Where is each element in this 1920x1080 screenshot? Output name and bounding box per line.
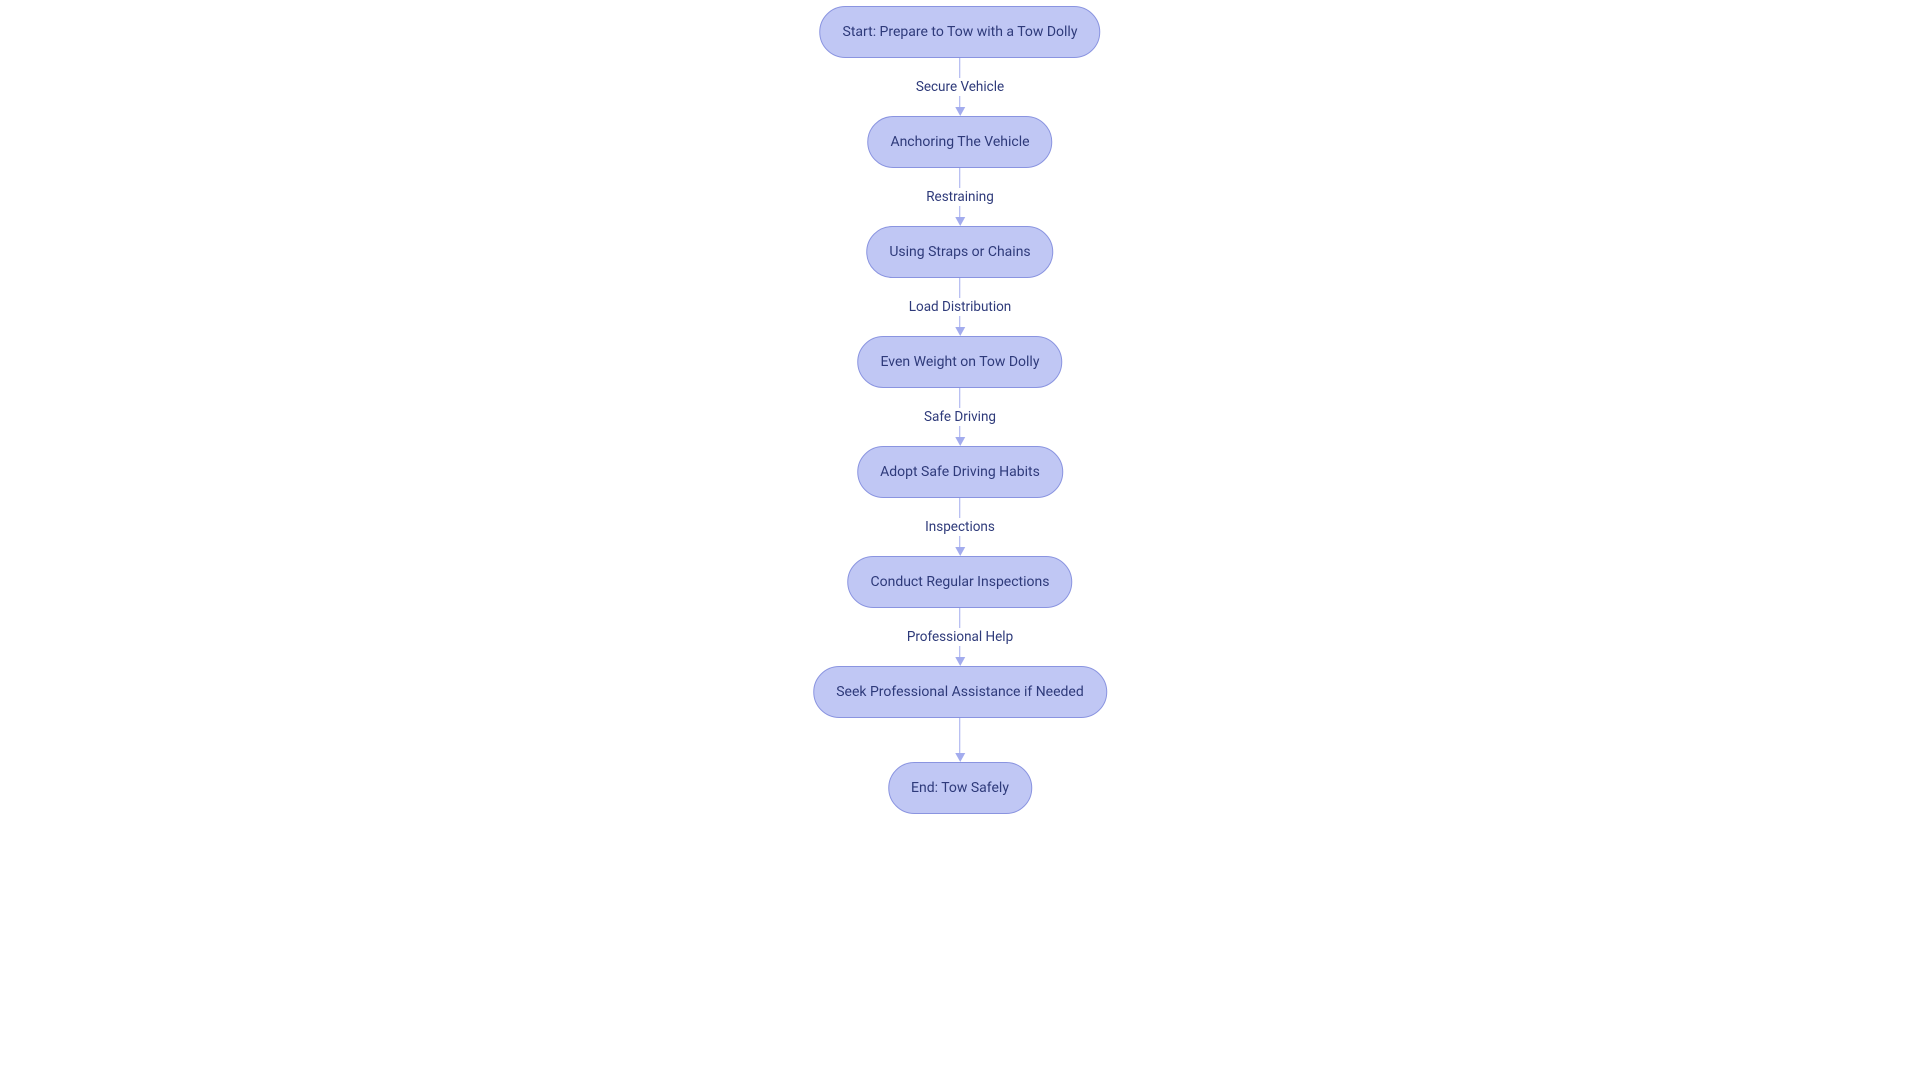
edge-label: Professional Help bbox=[903, 628, 1017, 646]
flowchart-node: Using Straps or Chains bbox=[866, 226, 1053, 278]
flowchart-node: Conduct Regular Inspections bbox=[847, 556, 1072, 608]
arrowhead-icon bbox=[955, 327, 965, 336]
flowchart-edge: Safe Driving bbox=[920, 388, 1000, 446]
flowchart-edge: Restraining bbox=[922, 168, 998, 226]
node-label: Conduct Regular Inspections bbox=[870, 574, 1049, 590]
flowchart-edge: Load Distribution bbox=[905, 278, 1016, 336]
node-label: Anchoring The Vehicle bbox=[890, 134, 1029, 150]
node-label: Start: Prepare to Tow with a Tow Dolly bbox=[843, 24, 1078, 40]
flowchart-container: Start: Prepare to Tow with a Tow Dolly Se… bbox=[813, 6, 1107, 814]
edge-label: Restraining bbox=[922, 188, 998, 206]
arrowhead-icon bbox=[955, 753, 965, 762]
arrowhead-icon bbox=[955, 437, 965, 446]
flowchart-edge bbox=[955, 718, 965, 762]
node-label: Even Weight on Tow Dolly bbox=[881, 354, 1040, 370]
flowchart-edge: Secure Vehicle bbox=[912, 58, 1008, 116]
arrowhead-icon bbox=[955, 547, 965, 556]
arrowhead-icon bbox=[955, 217, 965, 226]
flowchart-node: Anchoring The Vehicle bbox=[867, 116, 1052, 168]
flowchart-edge: Inspections bbox=[921, 498, 999, 556]
edge-label: Safe Driving bbox=[920, 408, 1000, 426]
edge-label: Inspections bbox=[921, 518, 999, 536]
node-label: Adopt Safe Driving Habits bbox=[880, 464, 1040, 480]
arrowhead-icon bbox=[955, 657, 965, 666]
flowchart-node: Seek Professional Assistance if Needed bbox=[813, 666, 1107, 718]
flowchart-node: Adopt Safe Driving Habits bbox=[857, 446, 1063, 498]
edge-label: Load Distribution bbox=[905, 298, 1016, 316]
edge-label: Secure Vehicle bbox=[912, 78, 1008, 96]
node-label: Seek Professional Assistance if Needed bbox=[836, 684, 1084, 700]
flowchart-node: End: Tow Safely bbox=[888, 762, 1032, 814]
flowchart-edge: Professional Help bbox=[903, 608, 1017, 666]
flowchart-node: Start: Prepare to Tow with a Tow Dolly bbox=[820, 6, 1101, 58]
arrowhead-icon bbox=[955, 107, 965, 116]
node-label: Using Straps or Chains bbox=[889, 244, 1030, 260]
node-label: End: Tow Safely bbox=[911, 780, 1009, 796]
flowchart-node: Even Weight on Tow Dolly bbox=[858, 336, 1063, 388]
